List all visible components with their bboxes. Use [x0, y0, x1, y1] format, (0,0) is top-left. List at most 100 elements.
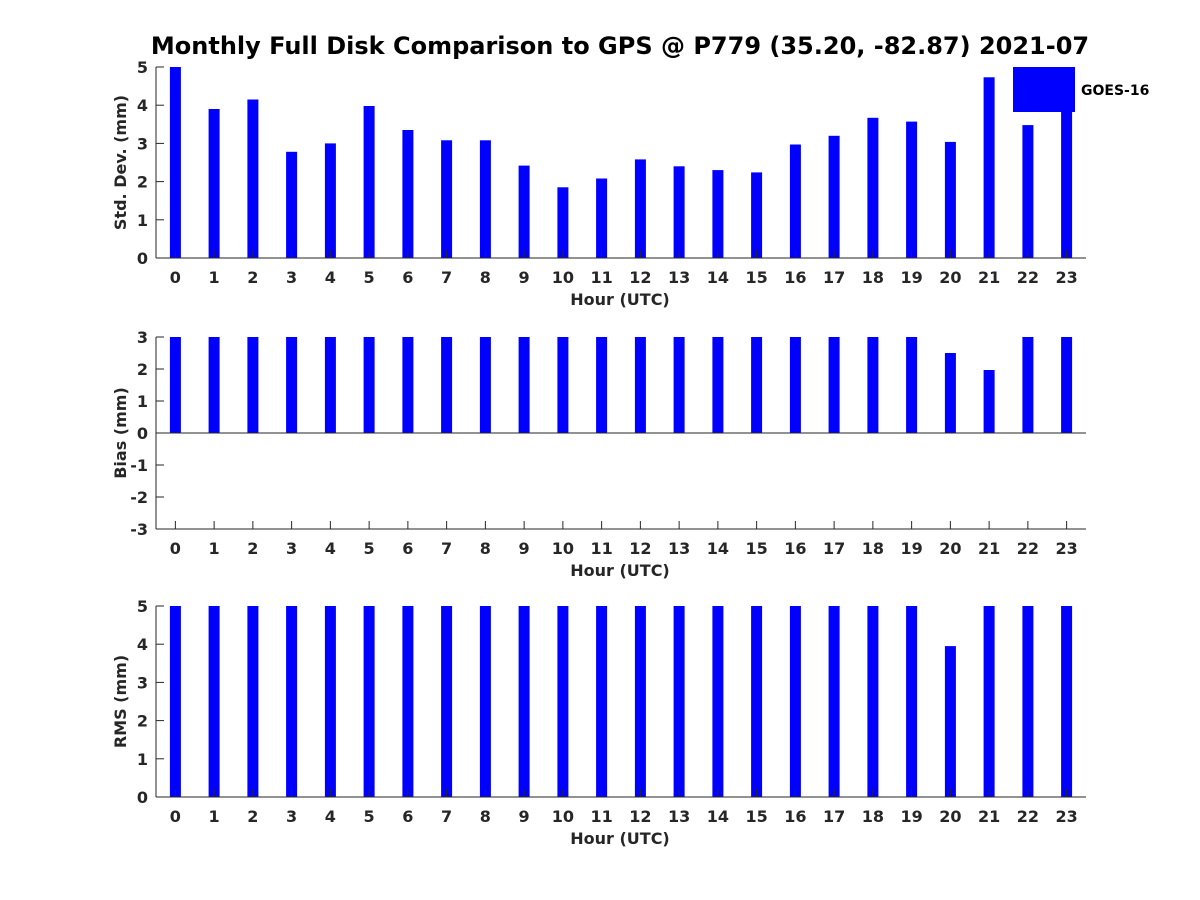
rms-bar-10	[557, 606, 569, 797]
std-bar-15	[751, 172, 763, 258]
bias-xtick-label: 22	[1017, 539, 1039, 558]
rms-xtick-label: 0	[170, 807, 181, 826]
bias-bar-4	[324, 337, 336, 433]
bias-ytick-label: 2	[137, 360, 148, 379]
bias-xtick-label: 4	[325, 539, 336, 558]
std-xtick-label: 0	[170, 268, 181, 287]
std-xtick-label: 7	[441, 268, 452, 287]
bias-xtick-label: 20	[939, 539, 961, 558]
bias-xtick-label: 7	[441, 539, 452, 558]
std-ytick-label: 5	[137, 58, 148, 77]
rms-xtick-label: 18	[862, 807, 884, 826]
std-bar-18	[867, 117, 879, 258]
legend-swatch	[1013, 67, 1075, 112]
std-xtick-label: 19	[900, 268, 922, 287]
bias-bar-23	[1061, 337, 1073, 433]
bias-xtick-label: 6	[402, 539, 413, 558]
rms-xtick-label: 1	[209, 807, 220, 826]
std-bar-20	[944, 141, 956, 258]
rms-xtick-label: 21	[978, 807, 1000, 826]
std-ytick-label: 3	[137, 134, 148, 153]
rms-bar-22	[1022, 606, 1034, 797]
rms-xtick-label: 5	[364, 807, 375, 826]
bias-bar-17	[828, 337, 840, 433]
bias-bar-15	[751, 337, 763, 433]
bias-xtick-label: 18	[862, 539, 884, 558]
std-bar-13	[673, 166, 685, 258]
bias-xtick-label: 16	[784, 539, 806, 558]
rms-ytick-label: 1	[137, 750, 148, 769]
std-xtick-label: 14	[707, 268, 729, 287]
std-bar-21	[983, 77, 995, 258]
bias-bar-5	[363, 337, 375, 433]
rms-xtick-label: 11	[590, 807, 612, 826]
std-bar-7	[441, 140, 453, 258]
std-xtick-label: 20	[939, 268, 961, 287]
bias-xtick-label: 11	[590, 539, 612, 558]
std-bar-3	[286, 151, 298, 258]
rms-xtick-label: 2	[247, 807, 258, 826]
std-bar-10	[557, 187, 569, 258]
rms-xtick-label: 22	[1017, 807, 1039, 826]
std-xlabel: Hour (UTC)	[570, 290, 670, 309]
bias-bar-20	[944, 353, 956, 433]
bias-ytick-label: -1	[130, 456, 148, 475]
std-xtick-label: 15	[745, 268, 767, 287]
rms-xtick-label: 13	[668, 807, 690, 826]
bias-bar-21	[983, 370, 995, 433]
std-bar-4	[324, 143, 336, 258]
rms-bar-4	[324, 606, 336, 797]
std-bar-8	[479, 140, 491, 258]
std-bar-9	[518, 165, 530, 258]
bias-xtick-label: 21	[978, 539, 1000, 558]
rms-ytick-label: 4	[137, 635, 148, 654]
std-xtick-label: 5	[364, 268, 375, 287]
rms-xtick-label: 12	[629, 807, 651, 826]
rms-ylabel: RMS (mm)	[111, 655, 130, 748]
rms-xtick-label: 15	[745, 807, 767, 826]
rms-bar-16	[789, 606, 801, 797]
rms-xtick-label: 3	[286, 807, 297, 826]
rms-xtick-label: 8	[480, 807, 491, 826]
bias-bar-18	[867, 337, 879, 433]
bias-bar-11	[596, 337, 608, 433]
rms-bar-18	[867, 606, 879, 797]
bias-bar-3	[286, 337, 298, 433]
std-xtick-label: 4	[325, 268, 336, 287]
std-bar-2	[247, 99, 259, 258]
bias-bar-9	[518, 337, 530, 433]
rms-bar-14	[712, 606, 724, 797]
bias-xtick-label: 19	[900, 539, 922, 558]
std-bar-22	[1022, 125, 1034, 258]
rms-bar-21	[983, 606, 995, 797]
std-xtick-label: 9	[519, 268, 530, 287]
rms-xtick-label: 17	[823, 807, 845, 826]
rms-bar-23	[1061, 606, 1073, 797]
std-xtick-label: 16	[784, 268, 806, 287]
bias-bar-7	[441, 337, 453, 433]
std-ylabel: Std. Dev. (mm)	[111, 95, 130, 230]
std-ytick-label: 2	[137, 173, 148, 192]
bias-bar-8	[479, 337, 491, 433]
std-xtick-label: 23	[1055, 268, 1077, 287]
std-xtick-label: 18	[862, 268, 884, 287]
bias-xtick-label: 10	[552, 539, 574, 558]
rms-xtick-label: 7	[441, 807, 452, 826]
bias-ytick-label: 3	[137, 328, 148, 347]
bias-bar-22	[1022, 337, 1034, 433]
bias-bar-12	[634, 337, 646, 433]
rms-xtick-label: 20	[939, 807, 961, 826]
rms-xtick-label: 19	[900, 807, 922, 826]
std-bar-0	[169, 67, 181, 258]
bias-xtick-label: 23	[1055, 539, 1077, 558]
rms-bar-6	[402, 606, 414, 797]
rms-bar-5	[363, 606, 375, 797]
bias-bar-10	[557, 337, 569, 433]
std-xtick-label: 2	[247, 268, 258, 287]
std-bar-1	[208, 109, 220, 258]
bias-xtick-label: 1	[209, 539, 220, 558]
std-ytick-label: 4	[137, 96, 148, 115]
